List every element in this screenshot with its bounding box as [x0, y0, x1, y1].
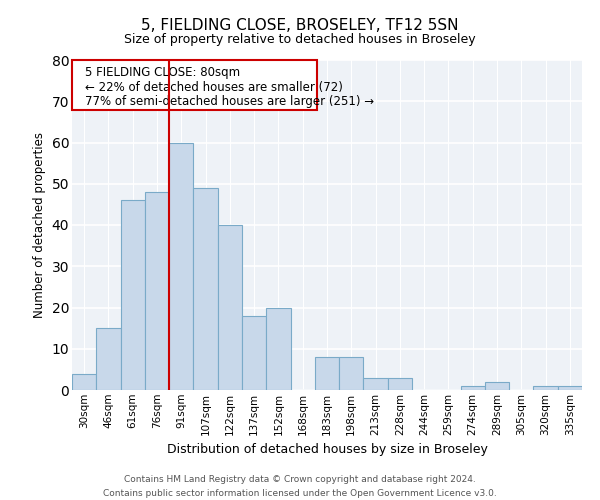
Text: Contains HM Land Registry data © Crown copyright and database right 2024.
Contai: Contains HM Land Registry data © Crown c… — [103, 476, 497, 498]
Bar — [339, 357, 364, 390]
Bar — [388, 378, 412, 390]
Y-axis label: Number of detached properties: Number of detached properties — [33, 132, 46, 318]
Bar — [193, 188, 218, 390]
Bar — [121, 200, 145, 390]
Bar — [485, 382, 509, 390]
Bar — [461, 386, 485, 390]
Bar — [218, 225, 242, 390]
Bar — [145, 192, 169, 390]
Bar — [72, 374, 96, 390]
Text: Size of property relative to detached houses in Broseley: Size of property relative to detached ho… — [124, 32, 476, 46]
Bar — [364, 378, 388, 390]
Bar — [242, 316, 266, 390]
Bar — [96, 328, 121, 390]
X-axis label: Distribution of detached houses by size in Broseley: Distribution of detached houses by size … — [167, 443, 487, 456]
Bar — [558, 386, 582, 390]
Text: 77% of semi-detached houses are larger (251) →: 77% of semi-detached houses are larger (… — [85, 95, 374, 108]
Text: 5, FIELDING CLOSE, BROSELEY, TF12 5SN: 5, FIELDING CLOSE, BROSELEY, TF12 5SN — [141, 18, 459, 32]
Bar — [266, 308, 290, 390]
Text: ← 22% of detached houses are smaller (72): ← 22% of detached houses are smaller (72… — [85, 80, 343, 94]
Bar — [315, 357, 339, 390]
Bar — [169, 142, 193, 390]
FancyBboxPatch shape — [73, 60, 317, 110]
Bar — [533, 386, 558, 390]
Text: 5 FIELDING CLOSE: 80sqm: 5 FIELDING CLOSE: 80sqm — [85, 66, 240, 79]
